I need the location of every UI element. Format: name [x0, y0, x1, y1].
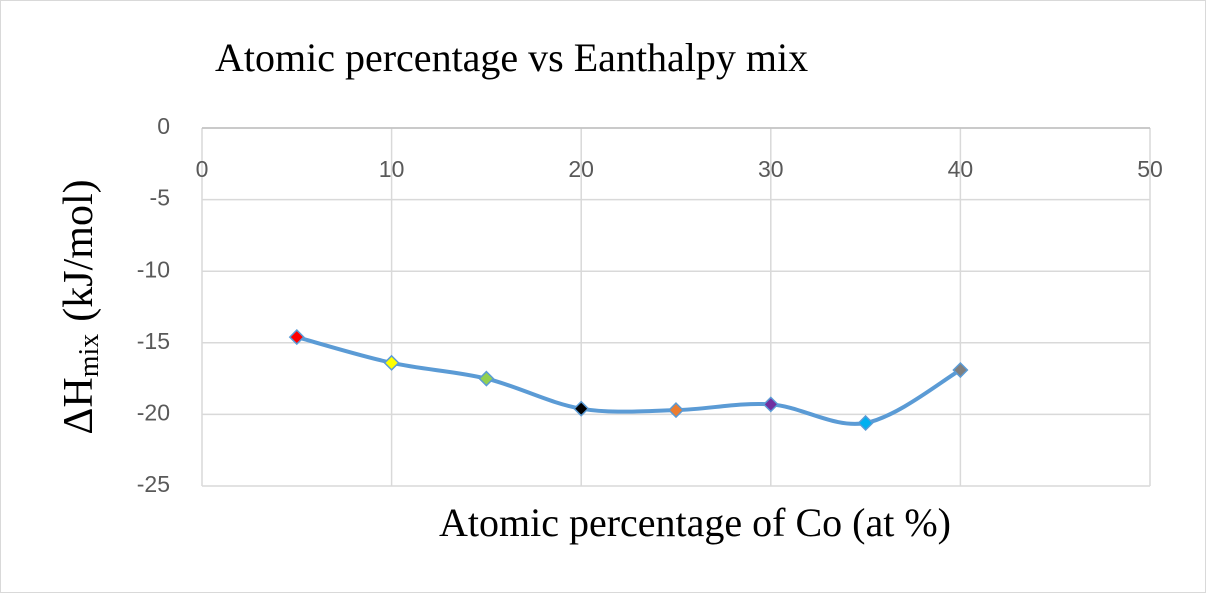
- chart-title: Atomic percentage vs Eanthalpy mix: [215, 35, 808, 80]
- marker: [952, 361, 969, 379]
- x-tick-label: 50: [1137, 156, 1163, 182]
- y-tick-label: -10: [137, 256, 170, 282]
- y-tick-label: -5: [150, 185, 170, 211]
- y-axis-title-sub: mix: [74, 334, 105, 378]
- x-tick-label: 40: [948, 156, 974, 182]
- y-axis-title: ΔHmix (kJ/mol): [56, 179, 106, 434]
- x-tick-label: 20: [568, 156, 594, 182]
- y-tick-label: -15: [137, 328, 170, 354]
- marker: [857, 414, 874, 432]
- marker: [288, 329, 305, 346]
- plot: [288, 329, 969, 432]
- y-tick-label: 0: [157, 113, 170, 139]
- y-tick-label: -20: [137, 399, 170, 425]
- x-tick-label: 0: [196, 156, 209, 182]
- x-tick-label: 30: [758, 156, 784, 182]
- x-axis-title: Atomic percentage of Co (at %): [439, 500, 951, 545]
- x-tick-label: 10: [379, 156, 405, 182]
- marker: [383, 354, 400, 371]
- y-axis-title-unit: (kJ/mol): [56, 179, 102, 321]
- marker: [762, 396, 779, 413]
- marker: [667, 402, 685, 419]
- marker: [573, 400, 590, 417]
- y-axis-title-main: ΔH: [56, 377, 102, 434]
- y-tick-label: -25: [137, 471, 170, 497]
- marker: [478, 370, 495, 387]
- grid: 0 -5 -10 -15 -20 -25 0 10 20 30 40 50: [137, 113, 1163, 497]
